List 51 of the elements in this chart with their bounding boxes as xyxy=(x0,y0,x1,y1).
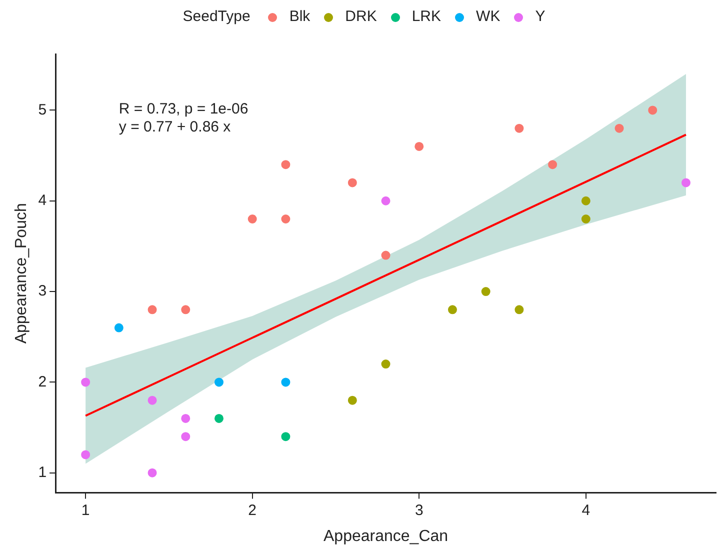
y-tick-label: 3 xyxy=(38,282,47,300)
point xyxy=(148,305,157,314)
point xyxy=(281,160,290,170)
point xyxy=(181,414,190,423)
point xyxy=(681,178,690,188)
point xyxy=(448,305,457,314)
point xyxy=(348,396,357,405)
point xyxy=(381,196,390,206)
x-tick-label: 4 xyxy=(582,502,590,519)
point xyxy=(281,214,290,224)
y-axis-title: Appearance_Pouch xyxy=(13,203,30,344)
x-tick-label: 2 xyxy=(248,502,257,519)
x-tick-label: 1 xyxy=(81,502,90,519)
y-tick-label: 5 xyxy=(38,101,47,118)
point xyxy=(581,214,590,224)
legend-label: Y xyxy=(535,8,546,25)
legend-label: LRK xyxy=(412,8,442,25)
legend-label: DRK xyxy=(345,8,377,25)
point xyxy=(348,178,357,188)
point xyxy=(414,142,424,151)
y-tick-label: 1 xyxy=(38,464,47,481)
point xyxy=(81,378,90,387)
point xyxy=(181,432,190,442)
point xyxy=(114,323,124,332)
point xyxy=(581,196,590,206)
point xyxy=(648,106,658,115)
point xyxy=(548,160,558,170)
point xyxy=(281,378,290,387)
point xyxy=(248,214,257,224)
point xyxy=(214,414,224,423)
point xyxy=(514,124,524,133)
x-axis-title: Appearance_Can xyxy=(324,528,448,545)
y-tick-label: 2 xyxy=(38,373,47,390)
x-tick-label: 3 xyxy=(414,502,424,519)
point xyxy=(381,360,390,369)
legend-label: WK xyxy=(476,8,500,25)
legend-title: SeedType xyxy=(182,8,250,25)
point xyxy=(214,378,224,387)
point xyxy=(481,287,490,296)
annotation: y = 0.77 + 0.86 x xyxy=(118,118,232,136)
point xyxy=(281,432,290,442)
point xyxy=(81,450,90,460)
point xyxy=(514,305,524,314)
point xyxy=(148,468,157,478)
annotation: R = 0.73, p = 1e-06 xyxy=(118,100,248,118)
y-tick-label: 4 xyxy=(38,192,47,210)
point xyxy=(148,396,157,405)
legend-label: Blk xyxy=(289,8,310,25)
point xyxy=(181,305,190,314)
point xyxy=(614,124,624,133)
point xyxy=(381,250,390,260)
